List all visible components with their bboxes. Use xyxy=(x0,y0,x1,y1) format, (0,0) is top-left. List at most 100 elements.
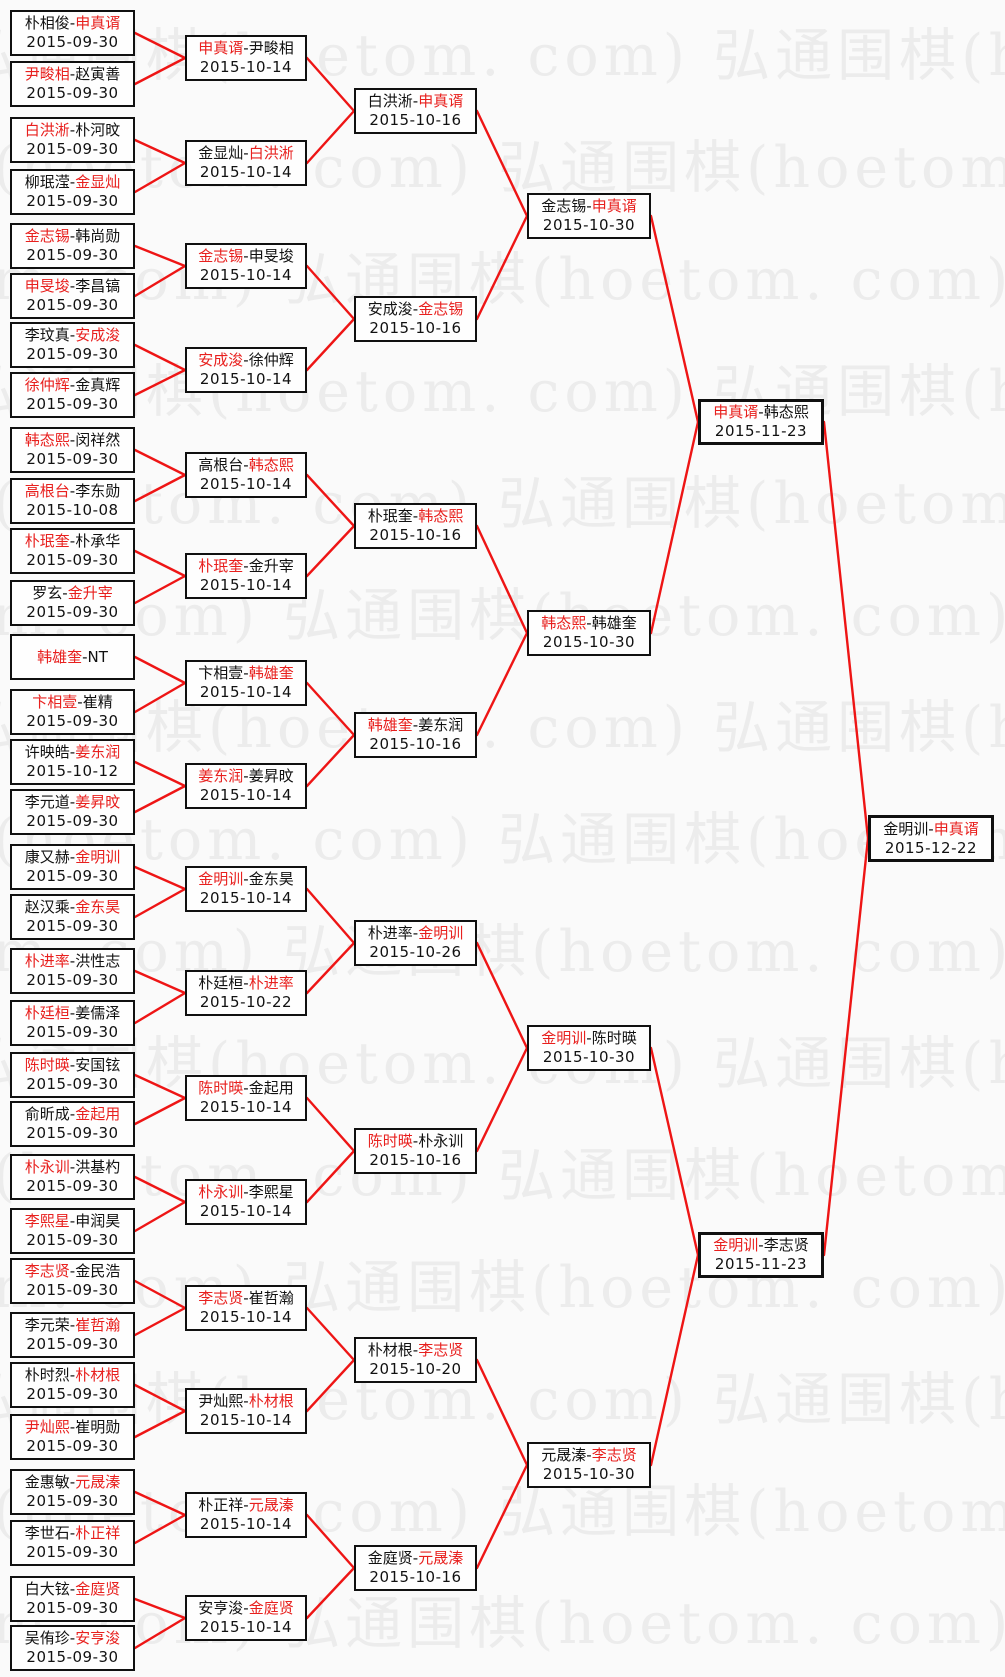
player2-name: 金升宰 xyxy=(248,557,294,575)
connector-line xyxy=(305,317,356,372)
match-players: 安成浚-金志锡 xyxy=(368,300,463,319)
match-round-of-64-29: 金惠敏-元晟溱 2015-09-30 xyxy=(10,1469,135,1515)
player-separator: - xyxy=(69,848,76,866)
player-separator: - xyxy=(69,121,76,139)
connector-line xyxy=(133,448,187,477)
player-separator: - xyxy=(69,1056,76,1074)
player-separator: - xyxy=(243,767,249,785)
match-round-of-64-11: 朴珉奎-朴承华 2015-09-30 xyxy=(10,528,135,574)
match-players: 朴廷桓-朴进率 xyxy=(198,974,293,993)
match-round-of-32-9: 金明训-金东昊 2015-10-14 xyxy=(185,866,307,912)
player1-name: 申真谞 xyxy=(198,39,244,57)
player-separator: - xyxy=(243,351,249,369)
match-round-of-64-8: 徐仲辉-金真辉 2015-09-30 xyxy=(10,372,135,418)
connector-line xyxy=(133,1175,187,1204)
match-players: 朴时烈-朴材根 xyxy=(25,1366,120,1385)
match-players: 李熙星-申润昊 xyxy=(25,1212,120,1231)
connector-line xyxy=(475,524,529,635)
player2-name: 徐仲辉 xyxy=(248,351,294,369)
player-separator: - xyxy=(243,247,249,265)
player2-name: 朴承华 xyxy=(75,532,121,550)
player1-name: 许映皓 xyxy=(24,743,70,761)
match-players: 卞相壹-韩雄奎 xyxy=(198,664,293,683)
player1-name: 金志锡 xyxy=(198,247,244,265)
player-separator: - xyxy=(69,65,76,83)
player2-name: 金起用 xyxy=(248,1079,294,1097)
match-round-of-64-32: 吴侑珍-安亨浚 2015-09-30 xyxy=(10,1625,135,1671)
match-date: 2015-09-30 xyxy=(26,395,119,413)
player1-name: 李元荣 xyxy=(24,1316,70,1334)
player2-name: 韩雄奎 xyxy=(591,614,637,632)
match-players: 安成浚-徐仲辉 xyxy=(198,351,293,370)
player-separator: - xyxy=(412,716,419,734)
match-round-of-16-3: 朴珉奎-韩态熙 2015-10-16 xyxy=(354,503,477,549)
match-round-of-64-20: 朴廷桓-姜儒泽 2015-09-30 xyxy=(10,1000,135,1046)
match-date: 2015-10-30 xyxy=(542,216,636,234)
player2-name: 申真谞 xyxy=(75,14,121,32)
match-players: 申真谞-韩态熙 xyxy=(713,403,808,422)
match-round-of-64-10: 高根台-李东勋 2015-10-08 xyxy=(10,478,135,524)
match-players: 金明训-陈时暎 xyxy=(541,1029,636,1048)
connector-line xyxy=(133,244,187,268)
watermark-text-row: 弘通围棋(hoetom. com) 弘通围棋(hoetom. com) 弘通围棋… xyxy=(0,1479,1005,1545)
player2-name: 姜昇旼 xyxy=(75,793,121,811)
match-round-of-64-30: 李世石-朴正祥 2015-09-30 xyxy=(10,1520,135,1566)
connector-line xyxy=(133,1096,187,1126)
player1-name: 朴珉奎 xyxy=(367,507,413,525)
player1-name: 安成浚 xyxy=(198,351,244,369)
match-players: 尹灿熙-崔明勋 xyxy=(25,1418,120,1437)
player1-name: 朴材根 xyxy=(367,1341,413,1359)
match-date: 2015-10-16 xyxy=(369,1568,462,1586)
match-date: 2015-10-26 xyxy=(369,943,462,961)
player1-name: 白洪淅 xyxy=(24,121,70,139)
match-players: 韩雄奎-NT xyxy=(37,648,108,667)
player-separator: - xyxy=(69,1212,76,1230)
player1-name: 赵汉乘 xyxy=(24,898,70,916)
player2-name: 韩态熙 xyxy=(418,507,464,525)
match-date: 2015-11-23 xyxy=(714,1255,808,1273)
match-date: 2015-10-08 xyxy=(26,501,119,519)
match-round-of-64-16: 李元道-姜昇旼 2015-09-30 xyxy=(10,789,135,835)
player-separator: - xyxy=(69,1629,76,1647)
match-semifinals-1: 申真谞-韩态熙 2015-11-23 xyxy=(698,399,824,445)
player2-name: 闵祥然 xyxy=(75,431,121,449)
match-players: 陈时暎-安国铉 xyxy=(25,1056,120,1075)
match-date: 2015-09-30 xyxy=(26,450,119,468)
player2-name: 金庭贤 xyxy=(75,1580,121,1598)
player1-name: 朴进率 xyxy=(367,924,413,942)
match-date: 2015-10-14 xyxy=(199,1308,293,1326)
player2-name: 元晟溱 xyxy=(75,1473,121,1491)
player1-name: 金明训 xyxy=(198,870,244,888)
player2-name: 崔哲瀚 xyxy=(248,1289,294,1307)
player2-name: 元晟溱 xyxy=(248,1496,294,1514)
player2-name: 朴永训 xyxy=(418,1132,464,1150)
match-players: 吴侑珍-安亨浚 xyxy=(25,1629,120,1648)
player1-name: 朴正祥 xyxy=(198,1496,244,1514)
match-date: 2015-09-30 xyxy=(26,867,119,885)
match-players: 朴永训-李熙星 xyxy=(198,1183,293,1202)
player-separator: - xyxy=(243,1599,249,1617)
match-players: 金庭贤-元晟溱 xyxy=(368,1549,463,1568)
match-players: 韩态熙-闵祥然 xyxy=(25,431,120,450)
connector-line xyxy=(475,1463,529,1570)
player-separator: - xyxy=(758,403,764,421)
match-players: 陈时暎-金起用 xyxy=(198,1079,293,1098)
match-round-of-16-6: 陈时暎-朴永训 2015-10-16 xyxy=(354,1128,477,1174)
connector-line xyxy=(133,1597,187,1620)
player1-name: 元晟溱 xyxy=(541,1446,587,1464)
player2-name: 崔明勋 xyxy=(75,1418,121,1436)
player-separator: - xyxy=(69,431,76,449)
player1-name: 俞昕成 xyxy=(24,1105,70,1123)
match-players: 金明训-申真谞 xyxy=(883,820,978,839)
connector-line xyxy=(133,760,187,788)
watermark-text-row: 弘通围棋(hoetom. com) 弘通围棋(hoetom. com) 弘通围棋… xyxy=(0,1143,1005,1209)
match-players: 罗玄-金升宰 xyxy=(32,584,112,603)
player-separator: - xyxy=(412,924,419,942)
match-date: 2015-09-30 xyxy=(26,551,119,569)
player1-name: 李志贤 xyxy=(24,1262,70,1280)
match-players: 朴进率-金明训 xyxy=(368,924,463,943)
player-separator: - xyxy=(69,14,76,32)
player-separator: - xyxy=(69,326,76,344)
player2-name: 朴进率 xyxy=(248,974,294,992)
player1-name: 金明训 xyxy=(713,1236,759,1254)
